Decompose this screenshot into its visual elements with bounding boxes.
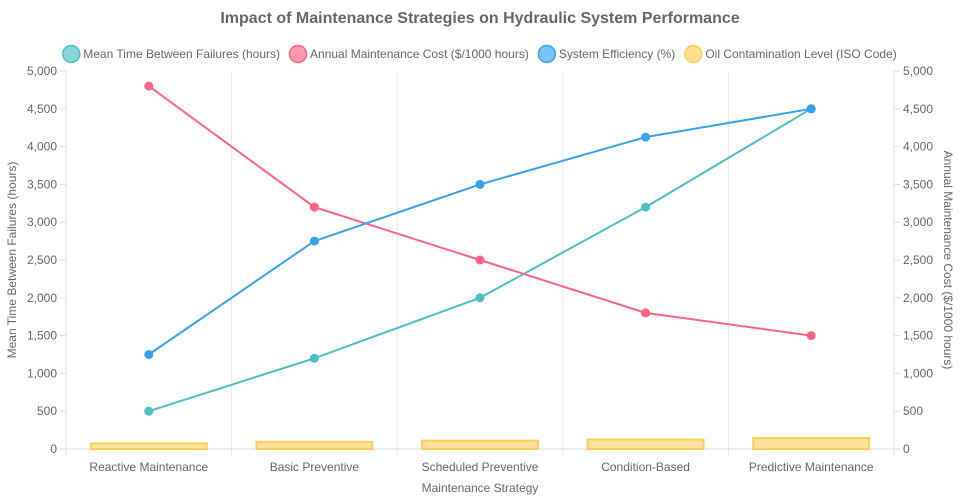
axes: 0 0 500 500 1,000 1,000 1,500 1,500 2,000 2,000 2,… — [27, 64, 933, 474]
legend-swatch-icon — [537, 44, 557, 64]
data-point — [144, 406, 154, 416]
y2-tick-label: 1,500 — [903, 329, 933, 343]
legend-label: Annual Maintenance Cost ($/1000 hours) — [310, 47, 529, 61]
data-point — [806, 331, 816, 341]
legend-swatch-icon — [684, 44, 703, 64]
y-tick-label: 5,000 — [27, 64, 57, 78]
y-tick-label: 0 — [50, 442, 57, 456]
bar — [421, 439, 539, 450]
data-point — [475, 255, 485, 265]
legend-swatch-icon — [288, 44, 308, 64]
y-tick-label: 2,000 — [27, 291, 57, 305]
data-point — [475, 179, 485, 189]
line-series — [144, 81, 816, 416]
data-point — [641, 308, 651, 318]
x-tick-label: Scheduled Preventive — [422, 460, 539, 474]
legend-label: Oil Contamination Level (ISO Code) — [705, 47, 896, 61]
y2-tick-label: 3,000 — [903, 215, 933, 229]
y2-tick-label: 0 — [903, 442, 910, 456]
y-tick-label: 4,000 — [27, 140, 57, 154]
y2-tick-label: 2,500 — [903, 253, 933, 267]
legend: Mean Time Between Failures (hours) Annual… — [62, 44, 897, 64]
legend-label: System Efficiency (%) — [559, 47, 675, 61]
y2-tick-label: 1,000 — [903, 366, 933, 380]
y2-tick-label: 5,000 — [903, 64, 933, 78]
bar — [255, 440, 374, 450]
y2-tick-label: 3,500 — [903, 177, 933, 191]
data-point — [144, 81, 154, 91]
y-tick-label: 2,500 — [27, 253, 57, 267]
series-line — [148, 107, 812, 356]
data-point — [641, 202, 651, 212]
y2-tick-label: 500 — [903, 404, 923, 418]
data-point — [806, 104, 816, 114]
y-tick-label: 1,500 — [27, 329, 57, 343]
y2-tick-label: 2,000 — [903, 291, 933, 305]
x-tick-label: Reactive Maintenance — [89, 460, 208, 474]
data-point — [144, 350, 154, 359]
y-tick-label: 4,500 — [27, 102, 57, 116]
bar-series — [89, 437, 871, 450]
y-axis-title: Mean Time Between Failures (hours) — [5, 162, 19, 359]
data-point — [309, 202, 319, 212]
x-tick-label: Condition-Based — [601, 460, 690, 474]
x-axis-title: Maintenance Strategy — [422, 481, 539, 495]
y2-tick-label: 4,500 — [903, 102, 933, 116]
bar — [586, 438, 705, 450]
y-tick-label: 500 — [37, 404, 57, 418]
y2-axis-title: Annual Maintenance Cost ($/1000 hours) — [941, 151, 955, 370]
data-point — [309, 353, 319, 363]
y-tick-label: 1,000 — [27, 366, 57, 380]
y-tick-label: 3,000 — [27, 215, 57, 229]
data-point — [475, 293, 485, 303]
bar — [89, 442, 208, 450]
data-point — [309, 236, 319, 246]
legend-swatch-icon — [62, 44, 81, 64]
x-tick-label: Predictive Maintenance — [749, 460, 874, 474]
legend-label: Mean Time Between Failures (hours) — [83, 47, 280, 61]
data-point — [641, 132, 651, 142]
y-tick-label: 3,500 — [27, 177, 57, 191]
bar — [752, 437, 871, 450]
x-tick-label: Basic Preventive — [270, 460, 360, 474]
y2-tick-label: 4,000 — [903, 140, 933, 154]
chart-title: Impact of Maintenance Strategies on Hydr… — [220, 10, 739, 27]
